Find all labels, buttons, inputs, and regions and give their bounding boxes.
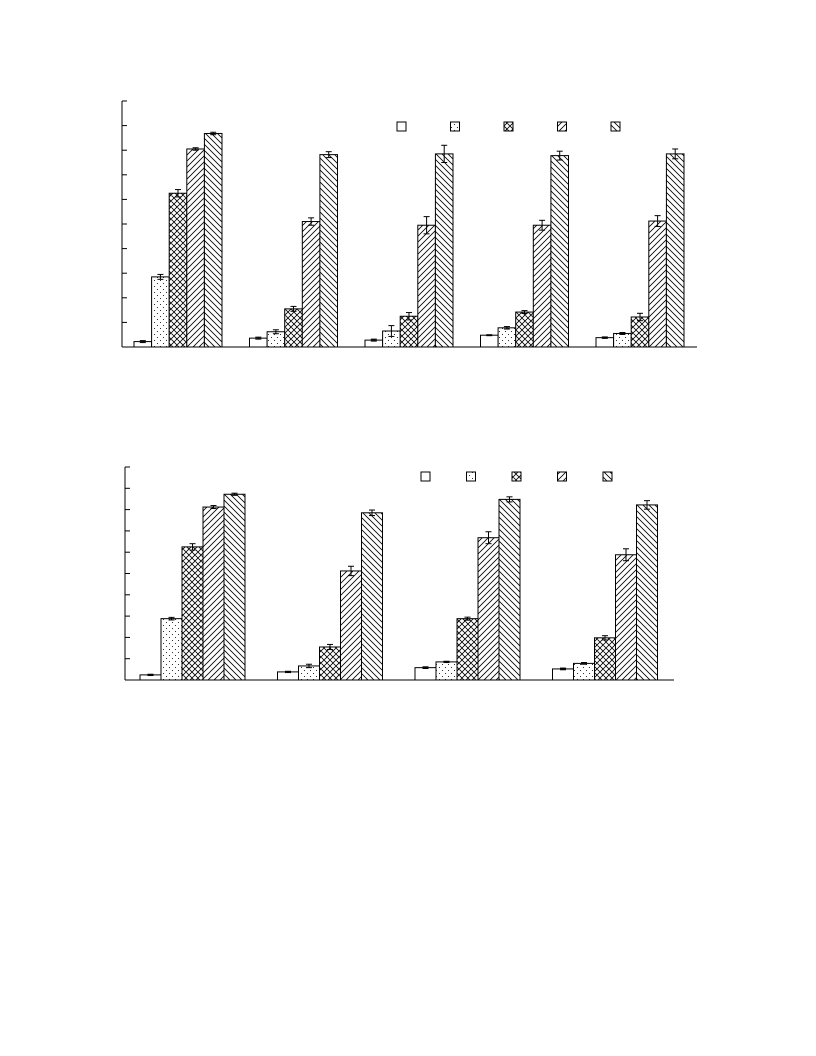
bar-crosshatch (181, 546, 204, 681)
bar-group (595, 148, 685, 348)
chart-bottom (124, 466, 674, 681)
bar-crosshatch (594, 637, 616, 681)
bar-diag-left (665, 153, 685, 348)
chart-top (121, 100, 697, 348)
bar-empty (595, 337, 615, 348)
bar-empty (480, 334, 499, 348)
bar-crosshatch (630, 316, 650, 348)
bar-diag-right (417, 224, 436, 348)
bar-crosshatch (399, 315, 419, 348)
bar-dots (573, 662, 595, 681)
bar-crosshatch (456, 618, 479, 681)
bar-group (364, 144, 454, 348)
legend-swatch-diag-right (557, 121, 567, 132)
bar-diag-left (319, 154, 338, 348)
legend-swatch-dots (450, 121, 460, 132)
legend (396, 121, 621, 132)
bar-crosshatch (284, 308, 303, 348)
bar-group (480, 150, 570, 348)
bar-diag-left (203, 132, 223, 348)
bar-crosshatch (168, 192, 188, 348)
bar-diag-right (301, 221, 321, 348)
bar-dots (435, 661, 458, 681)
bar-diag-right (615, 554, 637, 681)
bar-diag-right (648, 220, 667, 348)
bar-diag-left (636, 504, 658, 681)
bar-group (133, 131, 223, 348)
bar-dots (160, 618, 183, 681)
bar-group (249, 151, 338, 348)
bar-diag-left (361, 512, 383, 681)
bar-dots (613, 332, 632, 348)
legend-swatch-diag-right (557, 471, 567, 482)
bar-diag-left (434, 153, 454, 348)
bar-group (277, 509, 383, 681)
legend-swatch-diag-left (610, 121, 621, 132)
bar-group (552, 500, 658, 681)
legend (420, 471, 613, 482)
bar-empty (552, 668, 574, 681)
bar-diag-left (550, 155, 570, 348)
bar-diag-right (477, 537, 500, 681)
bar-group (414, 496, 521, 681)
bar-diag-right (532, 224, 552, 348)
bar-empty (414, 667, 437, 681)
legend-swatch-dots (466, 471, 476, 482)
bar-diag-left (223, 493, 246, 681)
legend-swatch-diag-left (602, 471, 613, 482)
bar-crosshatch (515, 311, 534, 348)
legend-swatch-empty (420, 471, 431, 482)
bar-diag-right (340, 570, 362, 681)
bar-diag-left (498, 498, 521, 681)
legend-swatch-empty (396, 121, 407, 132)
bar-empty (277, 671, 299, 681)
bar-diag-right (186, 148, 205, 348)
legend-swatch-crosshatch (503, 121, 514, 132)
bar-crosshatch (319, 646, 341, 681)
legend-swatch-crosshatch (511, 471, 522, 482)
bar-group (139, 492, 246, 681)
bar-dots (151, 276, 170, 348)
bar-dots (497, 327, 517, 348)
bar-diag-right (202, 506, 225, 681)
